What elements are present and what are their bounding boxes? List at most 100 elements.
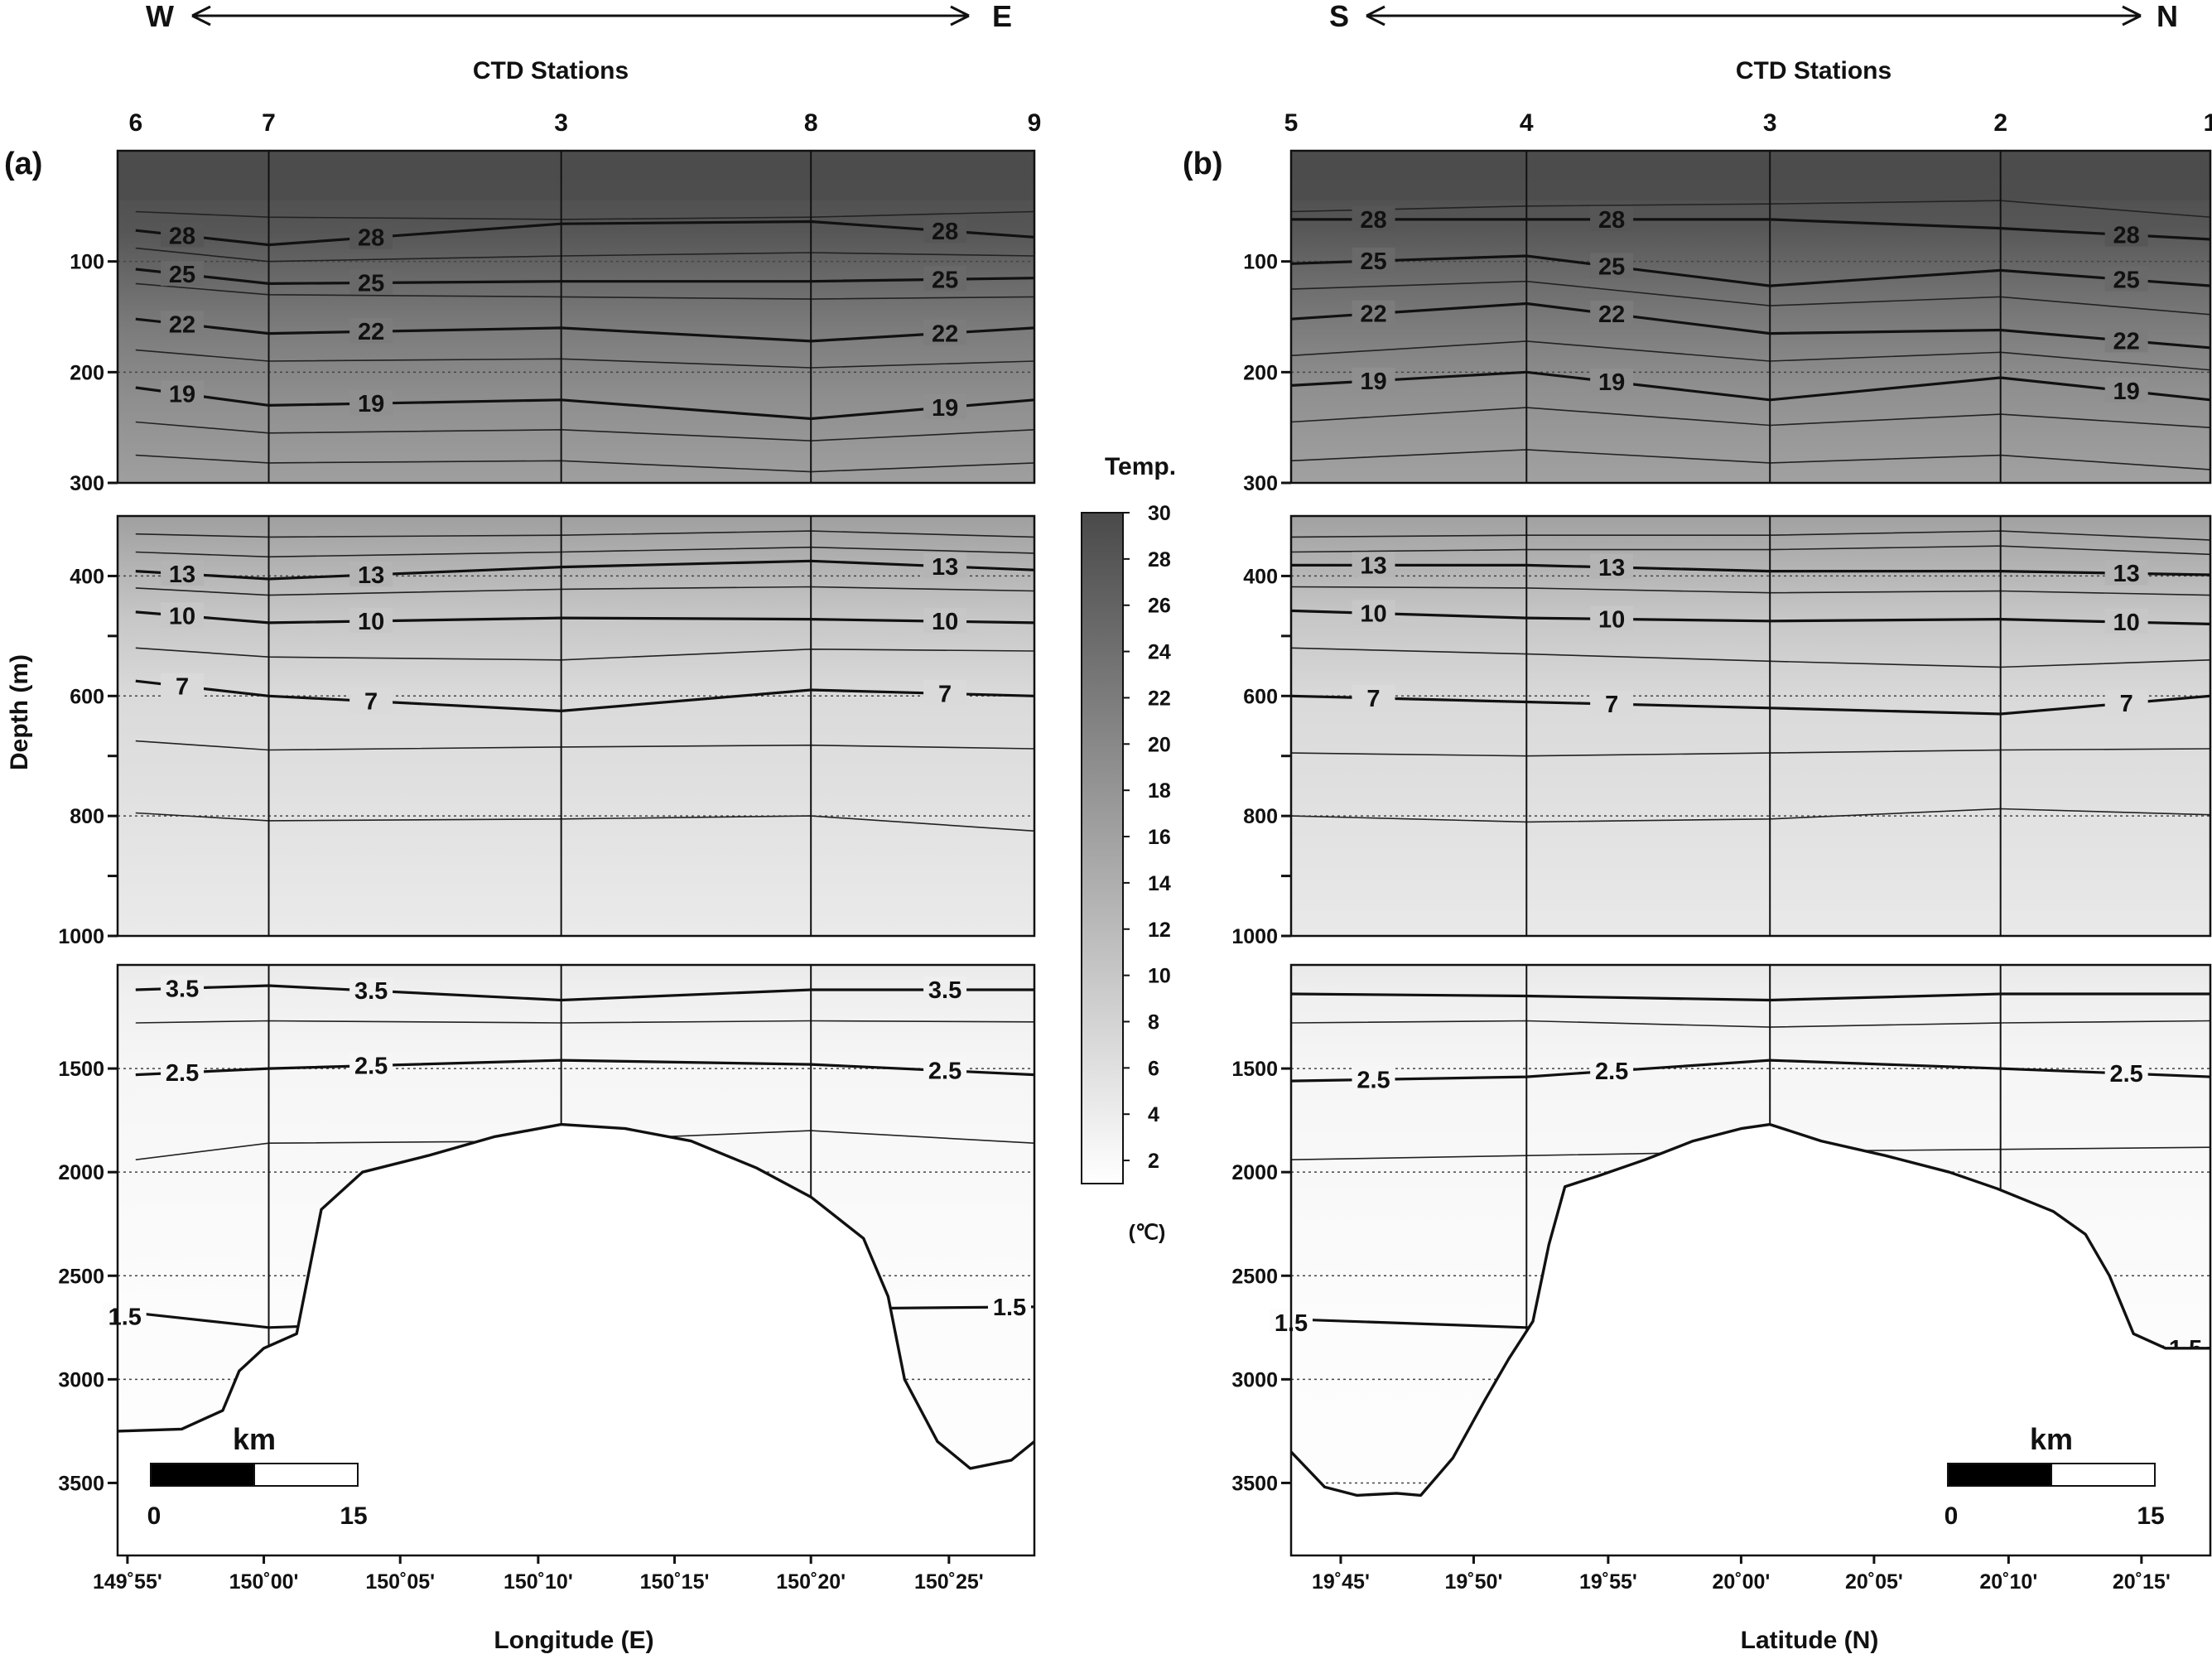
isotherm-label: 13 [1598,555,1625,581]
isotherm-label: 25 [169,262,195,288]
isotherm-label-bg [988,1293,1031,1319]
depth-tick-label: 2000 [1231,1161,1278,1184]
x-tick-label: 19˚55' [1579,1570,1637,1594]
station-label: 9 [1028,109,1042,137]
depth-tick-label: 2500 [58,1265,104,1288]
isotherm-label: 7 [364,689,378,716]
isotherm-label: 2.5 [928,1059,961,1085]
x-tick-label: 150˚15' [640,1570,710,1594]
isotherm-label: 10 [932,609,958,635]
isotherm-label-bg [1590,553,1634,579]
x-tick-label: 20˚05' [1845,1570,1903,1594]
isotherm-label: 22 [1360,301,1386,328]
panel-b-latitude-section: (b) S N CTD Stations Latitude (N) 28 2828… [1183,0,2212,1654]
scale-bar-start: 0 [147,1502,161,1530]
isotherm-label: 28 [358,225,384,252]
scale-bar-end: 15 [2137,1502,2164,1530]
panel-b-xlabel: Latitude (N) [1741,1627,1879,1654]
depth-tick-label: 100 [1243,251,1278,274]
scale-bar-start: 0 [1945,1502,1959,1530]
isotherm-label: 3.5 [928,977,961,1004]
isotherm-label-bg [2104,689,2148,715]
isotherm-label-bg [1352,367,1395,393]
colorbar-tick-label: 18 [1148,779,1171,803]
depth-tick-label: 200 [70,361,104,384]
isotherm-label: 22 [2113,328,2140,354]
colorbar-title: Temp. [1105,453,1176,480]
isotherm-label: 19 [169,382,195,408]
depth-tick-label: 400 [1243,565,1278,588]
isotherm-label: 25 [2113,268,2140,294]
depth-tick-label: 3000 [58,1368,104,1391]
isotherm-label-bg [2104,609,2148,634]
isotherm-label: 13 [932,554,958,581]
depth-tick-label: 3000 [1231,1368,1278,1391]
isotherm-label: 22 [932,321,958,347]
scale-bar-unit: km [2030,1422,2073,1456]
panel-a-dir-left: W [146,0,174,33]
depth-tick-label: 1500 [1231,1058,1278,1081]
panel-b-arrowhead-right [2122,5,2142,27]
isotherm-label: 7 [1366,686,1380,712]
section-band-frame [116,963,1036,1557]
panel-b-top-axis-title: CTD Stations [1736,57,1892,84]
depth-tick-label: 100 [70,251,104,274]
surface-warm-layer [1291,151,2210,200]
colorbar-tick-label: 26 [1148,595,1171,618]
isotherm-label-bg [349,561,393,586]
isotherm-label: 2.5 [1595,1059,1628,1085]
isotherm-label-bg [1590,1058,1634,1083]
colorbar-tick-label: 30 [1148,502,1171,525]
isotherm-label: 19 [2113,379,2140,405]
colorbar-gradient [1081,512,1124,1184]
depth-tick-label: 1500 [58,1058,104,1081]
panel-a-xlabel: Longitude (E) [494,1627,653,1654]
isotherm-label: 3.5 [354,978,388,1005]
isotherm-label-bg [2104,1060,2148,1086]
isotherm-label: 22 [169,311,195,338]
isotherm-label-bg [349,269,393,295]
panel-b-label: (b) [1183,147,1223,181]
isotherm-label: 7 [1605,692,1618,718]
depth-tick-label: 300 [70,472,104,495]
isotherm-label-bg [161,975,205,1001]
isotherm-label: 2.5 [354,1054,388,1080]
isotherm-label-bg [349,607,393,633]
colorbar-tick-label: 16 [1148,826,1171,849]
isotherm-label: 25 [1360,248,1386,275]
isotherm-label-bg [349,318,393,344]
x-tick-label: 20˚15' [2113,1570,2171,1594]
isotherm-label-bg [2104,327,2148,353]
isotherm-label: 13 [1360,552,1386,579]
isotherm-label-bg [923,1057,967,1083]
section-band-fill [1291,516,2210,936]
section-band-fill [118,516,1034,936]
station-label: 7 [262,109,276,137]
isotherm-label-bg [923,608,967,634]
isotherm-label-bg [161,673,205,698]
panel-a-label: (a) [4,147,42,181]
isotherm-label: 10 [358,609,384,635]
isotherm-label-bg [161,602,205,628]
surface-warm-layer [118,151,1034,200]
isotherm-label: 19 [1598,369,1625,396]
section-band-frame [1289,149,2212,485]
x-tick-label: 19˚45' [1312,1570,1370,1594]
isotherm-label: 25 [358,270,384,297]
panel-a-arrowhead-left [191,5,211,27]
isotherm-label-bg [161,560,205,586]
panel-a-dir-right: E [992,0,1012,33]
section-band-frame [1289,963,2212,1557]
isotherm-label-bg [2104,221,2148,247]
panel-a-ylabel: Depth (m) [6,654,33,770]
isotherm-label: 1.5 [108,1304,142,1330]
isotherm-label-bg [161,261,205,287]
isotherm-label-bg [161,1059,205,1084]
station-label: 8 [804,109,818,137]
isotherm-label: 10 [169,603,195,629]
isotherm-label-bg [161,311,205,336]
isotherm-label: 10 [1598,606,1625,633]
